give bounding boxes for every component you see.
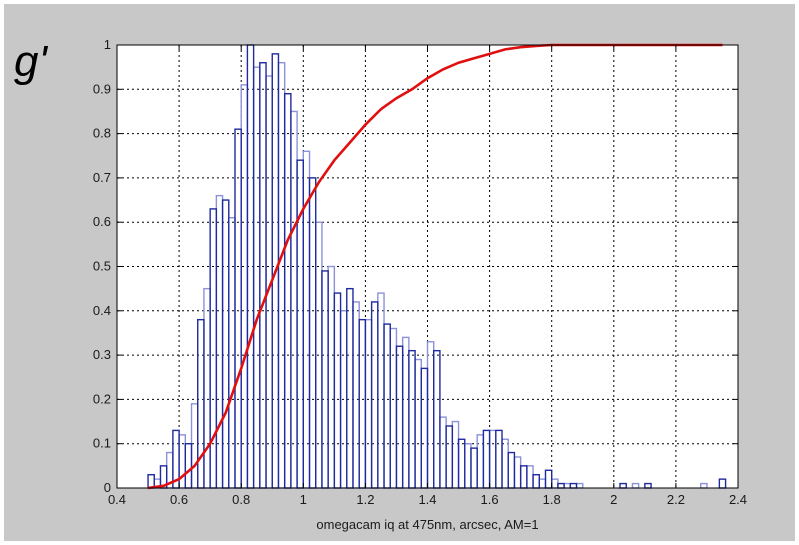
y-tick-label: 0.2 (93, 391, 111, 406)
x-tick-label: 1.8 (543, 492, 561, 507)
x-tick-label: 1.6 (481, 492, 499, 507)
y-tick-label: 0.8 (93, 126, 111, 141)
x-axis-label: omegacam iq at 475nm, arcsec, AM=1 (316, 517, 538, 532)
x-axis-ticks: 0.4 0.6 0.8 1 1.2 1.4 1.6 1.8 2 2.2 2.4 (108, 45, 747, 507)
y-tick-label: 0.9 (93, 81, 111, 96)
x-tick-label: 1.4 (418, 492, 436, 507)
band-label: g' (14, 37, 47, 86)
x-tick-label: 0.8 (232, 492, 250, 507)
y-tick-label: 0.4 (93, 303, 111, 318)
y-tick-label: 0 (104, 480, 111, 495)
x-tick-label: 0.6 (170, 492, 188, 507)
x-tick-label: 1.2 (356, 492, 374, 507)
x-tick-label: 2 (610, 492, 617, 507)
x-tick-label: 2.2 (667, 492, 685, 507)
y-tick-label: 0.3 (93, 347, 111, 362)
y-tick-label: 1 (104, 37, 111, 52)
y-axis-ticks: 0 0.1 0.2 0.3 0.4 0.5 0.6 0.7 0.8 0.9 1 (93, 37, 738, 495)
y-tick-label: 0.5 (93, 259, 111, 274)
y-tick-label: 0.7 (93, 170, 111, 185)
y-tick-label: 0.6 (93, 214, 111, 229)
x-tick-label: 0.4 (108, 492, 126, 507)
x-tick-label: 2.4 (729, 492, 747, 507)
y-tick-label: 0.1 (93, 436, 111, 451)
x-tick-label: 1 (300, 492, 307, 507)
